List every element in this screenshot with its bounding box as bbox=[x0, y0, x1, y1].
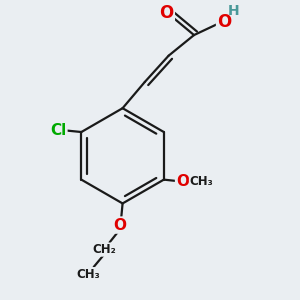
Text: CH₃: CH₃ bbox=[190, 175, 213, 188]
Text: O: O bbox=[160, 4, 174, 22]
Text: H: H bbox=[228, 4, 239, 18]
Text: O: O bbox=[217, 13, 231, 31]
Text: CH₂: CH₂ bbox=[92, 243, 116, 256]
Text: O: O bbox=[176, 174, 189, 189]
Text: O: O bbox=[113, 218, 126, 232]
Text: CH₃: CH₃ bbox=[76, 268, 100, 281]
Text: Cl: Cl bbox=[50, 123, 66, 138]
